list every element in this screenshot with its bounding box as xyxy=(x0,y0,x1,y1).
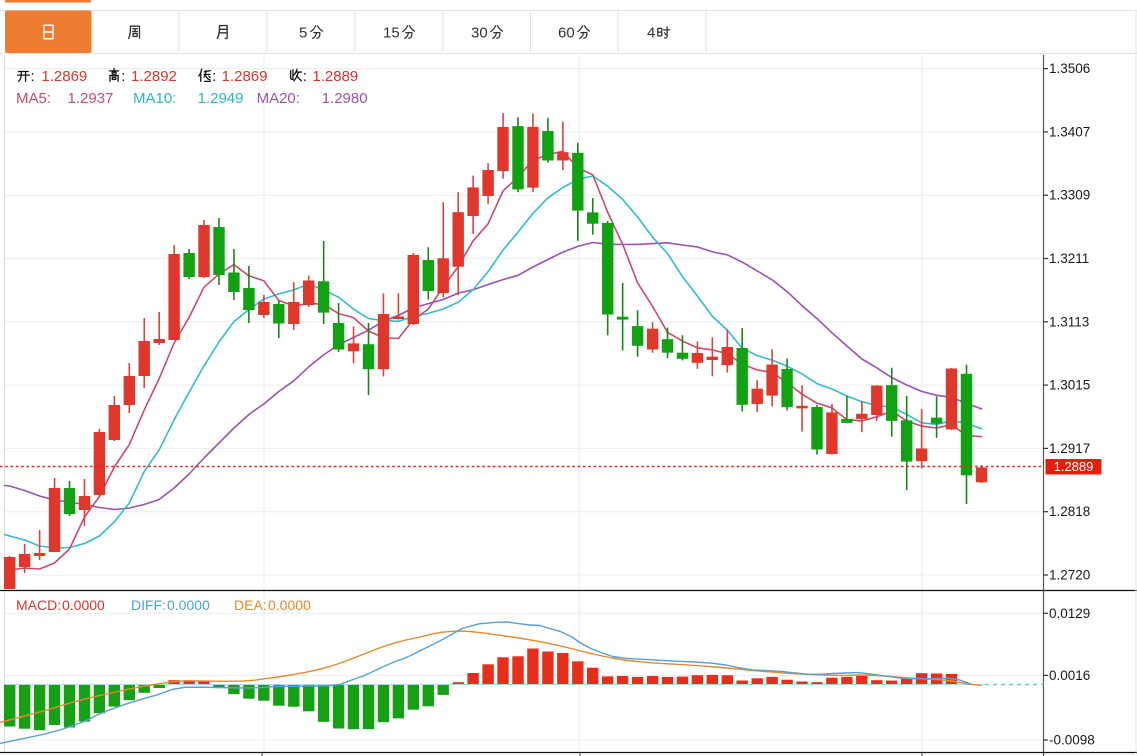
svg-text:1.2720: 1.2720 xyxy=(1049,568,1090,583)
svg-text:1.2869: 1.2869 xyxy=(41,68,87,85)
svg-text:1.3015: 1.3015 xyxy=(1049,378,1090,393)
svg-text:60: 60 xyxy=(558,25,575,42)
svg-text::: : xyxy=(31,68,35,85)
svg-text::: : xyxy=(121,68,125,85)
svg-text:MA5:: MA5: xyxy=(16,90,51,107)
svg-text:1.2937: 1.2937 xyxy=(68,90,114,107)
svg-text:DEA:: DEA: xyxy=(234,597,267,613)
svg-text:0.0000: 0.0000 xyxy=(167,597,210,613)
svg-text:1.2949: 1.2949 xyxy=(198,90,244,107)
svg-text:-0.0098: -0.0098 xyxy=(1049,733,1095,748)
svg-text:1.2980: 1.2980 xyxy=(322,90,368,107)
svg-text:0.0016: 0.0016 xyxy=(1049,668,1090,683)
svg-text:DIFF:: DIFF: xyxy=(131,597,166,613)
svg-text:MA20:: MA20: xyxy=(257,90,300,107)
svg-text:0.0129: 0.0129 xyxy=(1049,606,1090,621)
svg-text::: : xyxy=(212,68,216,85)
svg-text:1.2892: 1.2892 xyxy=(131,68,177,85)
svg-text:1.3211: 1.3211 xyxy=(1049,251,1089,266)
svg-text:1.2869: 1.2869 xyxy=(222,68,268,85)
svg-text:0.0000: 0.0000 xyxy=(62,597,105,613)
svg-text:15: 15 xyxy=(383,25,400,42)
svg-text:1.2818: 1.2818 xyxy=(1049,504,1090,519)
svg-text:MACD:: MACD: xyxy=(16,597,61,613)
svg-text:1.3309: 1.3309 xyxy=(1049,188,1090,203)
svg-text:1.3407: 1.3407 xyxy=(1049,124,1090,139)
svg-text:MA10:: MA10: xyxy=(133,90,176,107)
svg-text::: : xyxy=(303,68,307,85)
svg-text:30: 30 xyxy=(471,25,488,42)
svg-text:1.2917: 1.2917 xyxy=(1049,441,1090,456)
svg-text:5: 5 xyxy=(299,25,307,42)
svg-text:1.2889: 1.2889 xyxy=(312,68,358,85)
svg-text:0.0000: 0.0000 xyxy=(268,597,311,613)
svg-text:4: 4 xyxy=(647,25,655,42)
svg-text:1.2889: 1.2889 xyxy=(1054,459,1094,474)
svg-text:1.3113: 1.3113 xyxy=(1049,314,1089,329)
svg-text:1.3506: 1.3506 xyxy=(1049,61,1090,76)
